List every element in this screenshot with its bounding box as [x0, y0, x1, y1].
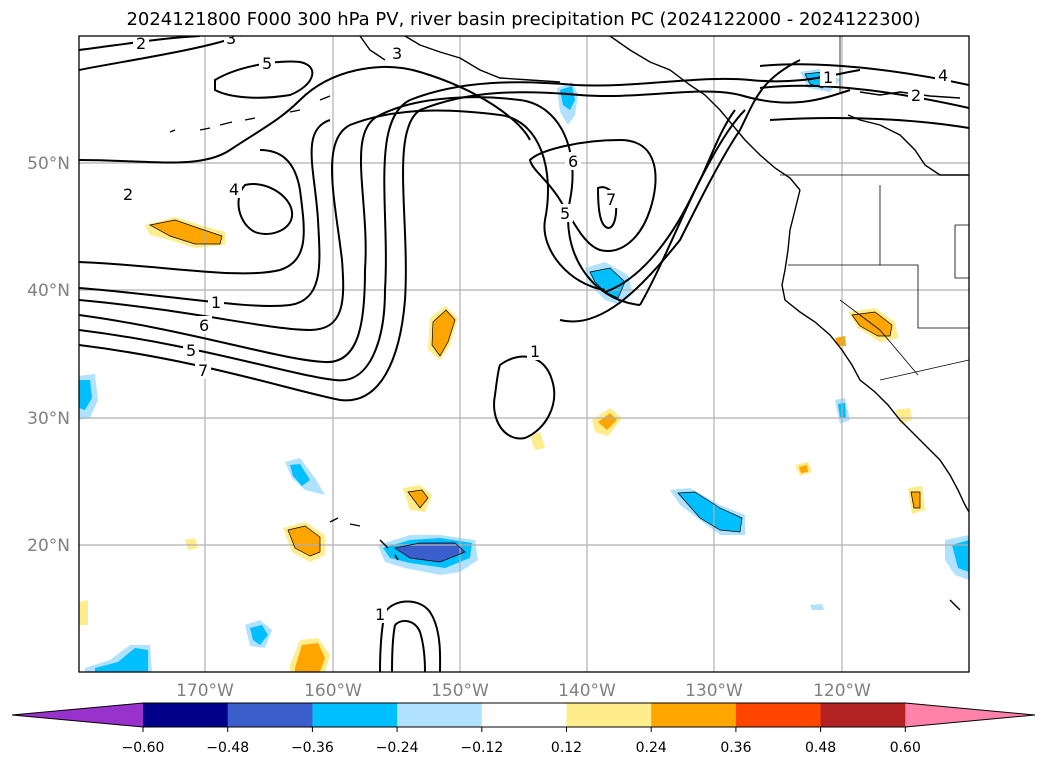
colorbar-segment [143, 703, 229, 727]
contour-label: 7 [606, 190, 616, 209]
contour-label: 4 [938, 66, 948, 85]
contour-label: 7 [198, 361, 208, 380]
pv-contours [79, 36, 969, 672]
colorbar-segment [566, 703, 652, 727]
map-title: 2024121800 F000 300 hPa PV, river basin … [126, 9, 921, 30]
colorbar-segment [397, 703, 483, 727]
longitude-labels: 170°W 160°W 150°W 140°W 130°W 120°W [176, 681, 871, 701]
colorbar-tick-label: 0.36 [720, 740, 751, 756]
coastlines [169, 36, 969, 611]
contour-label: 1 [211, 293, 221, 312]
lat-label: 20°N [27, 536, 70, 556]
contour-label: 5 [186, 341, 196, 360]
contour-label: 2 [136, 34, 146, 53]
graticule [79, 36, 969, 672]
lat-label: 40°N [27, 281, 70, 301]
lat-label: 30°N [27, 409, 70, 429]
colorbar-tick-label: −0.36 [291, 740, 334, 756]
colorbar-tick-label: 0.48 [805, 740, 836, 756]
colorbar-ticks: −0.60 −0.48 −0.36 −0.24 −0.12 0.12 0.24 0.36 0.4… [122, 727, 921, 756]
colorbar-segment [227, 703, 313, 727]
lat-label: 50°N [27, 154, 70, 174]
contour-label: 6 [568, 152, 578, 171]
colorbar [11, 702, 1036, 728]
colorbar-tick-label: −0.60 [122, 740, 165, 756]
contour-label: 5 [560, 204, 570, 223]
latitude-labels: 50°N 40°N 30°N 20°N [27, 154, 70, 556]
lon-label: 120°W [813, 681, 871, 701]
contour-label: 3 [226, 29, 236, 48]
lon-label: 160°W [304, 681, 362, 701]
contour-label: 4 [229, 180, 239, 199]
lon-label: 140°W [558, 681, 616, 701]
colorbar-segment [735, 703, 822, 727]
colorbar-segment [312, 703, 398, 727]
contour-label: 2 [911, 86, 921, 105]
colorbar-segment [820, 703, 906, 727]
contour-label: 3 [392, 44, 402, 63]
colorbar-tick-label: −0.48 [206, 740, 249, 756]
map-area: 2 3 5 3 6 7 5 4 2 1 6 5 7 1 [79, 29, 969, 672]
contour-labels: 2 3 5 3 6 7 5 4 2 1 6 5 7 1 [120, 29, 951, 624]
colorbar-tick-label: 0.60 [890, 740, 921, 756]
contour-label: 6 [199, 316, 209, 335]
colorbar-extend-high [905, 703, 1035, 727]
contour-label: 1 [823, 68, 833, 87]
lon-label: 150°W [431, 681, 489, 701]
colorbar-tick-label: −0.24 [376, 740, 419, 756]
colorbar-segment [651, 703, 737, 727]
colorbar-tick-label: 0.12 [551, 740, 582, 756]
colorbar-tick-label: −0.12 [460, 740, 503, 756]
colorbar-tick-label: 0.24 [636, 740, 667, 756]
lon-label: 170°W [176, 681, 234, 701]
colorbar-segment [481, 703, 567, 727]
lon-label: 130°W [685, 681, 743, 701]
contour-label: 1 [530, 342, 540, 361]
borders [780, 36, 969, 381]
map-frame [78, 35, 970, 673]
contour-label: 2 [123, 185, 133, 204]
contour-label: 1 [375, 605, 385, 624]
colorbar-extend-low [12, 703, 143, 727]
contour-label: 5 [262, 54, 272, 73]
